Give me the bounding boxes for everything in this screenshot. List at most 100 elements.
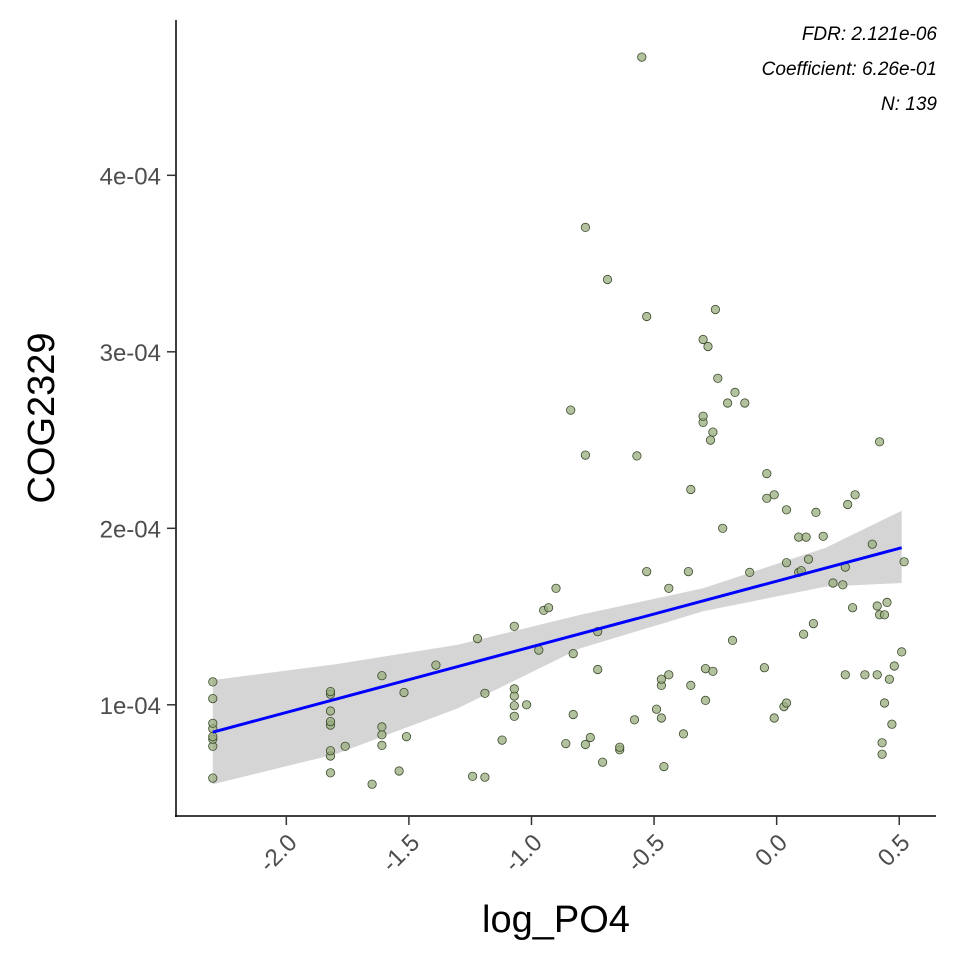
data-point xyxy=(708,666,718,676)
data-point xyxy=(798,629,809,639)
data-point xyxy=(377,730,387,740)
data-point xyxy=(867,539,877,549)
data-point xyxy=(811,507,821,518)
data-point xyxy=(698,334,708,345)
data-point xyxy=(730,387,740,397)
data-point xyxy=(897,647,907,657)
data-point xyxy=(838,580,848,590)
data-point xyxy=(208,677,218,687)
data-point xyxy=(847,603,858,613)
data-point xyxy=(874,437,885,447)
annotation-block: FDR: 2.121e-06 Coefficient: 6.26e-01 N: … xyxy=(762,24,938,115)
x-tick-label: -1.5 xyxy=(377,829,425,877)
data-point xyxy=(828,578,838,588)
points-layer xyxy=(208,52,909,789)
data-point xyxy=(762,493,772,503)
data-point xyxy=(561,738,571,749)
data-point xyxy=(467,771,478,781)
fdr-annotation: FDR: 2.121e-06 xyxy=(802,24,938,45)
data-point xyxy=(509,711,519,721)
data-point xyxy=(642,311,652,322)
data-point xyxy=(509,701,519,711)
data-point xyxy=(769,713,779,723)
confidence-band xyxy=(212,510,902,785)
data-point xyxy=(585,732,595,743)
data-point xyxy=(887,719,897,729)
data-point xyxy=(597,757,608,767)
data-point xyxy=(850,490,860,500)
data-point xyxy=(808,618,819,629)
data-point xyxy=(703,341,713,352)
data-point xyxy=(480,772,490,782)
data-point xyxy=(718,523,728,533)
data-point xyxy=(877,749,887,759)
x-tick-label: -0.5 xyxy=(622,829,670,877)
data-point xyxy=(325,706,336,716)
data-point xyxy=(602,274,613,285)
data-point xyxy=(678,729,689,739)
y-tick-label: 4e-04 xyxy=(100,163,161,190)
data-point xyxy=(632,451,642,461)
data-point xyxy=(683,566,694,577)
data-point xyxy=(698,411,708,421)
data-point xyxy=(722,398,733,408)
data-point xyxy=(659,761,669,772)
data-point xyxy=(664,583,674,593)
data-point xyxy=(580,450,591,460)
x-axis-title: log_PO4 xyxy=(482,899,630,941)
x-tick-label: 0.0 xyxy=(750,829,793,872)
data-point xyxy=(340,741,350,751)
data-point xyxy=(509,684,519,694)
data-point xyxy=(781,505,792,515)
data-point xyxy=(629,715,640,725)
data-point xyxy=(566,405,576,415)
x-tick-label: -2.0 xyxy=(254,829,302,877)
y-tick-label: 1e-04 xyxy=(100,693,161,720)
data-point xyxy=(656,674,667,684)
x-tick-label: -1.0 xyxy=(499,829,547,877)
data-point xyxy=(705,435,716,445)
data-point xyxy=(882,597,892,608)
data-point xyxy=(208,693,218,704)
data-point xyxy=(708,427,718,437)
data-point xyxy=(899,557,909,567)
regression-line xyxy=(212,546,903,734)
data-point xyxy=(497,735,507,745)
data-point xyxy=(818,531,828,541)
data-point xyxy=(367,779,377,789)
data-point xyxy=(877,738,887,748)
data-point xyxy=(686,680,696,691)
data-point xyxy=(740,398,750,408)
y-axis-title: COG2329 xyxy=(21,332,63,503)
data-point xyxy=(401,731,412,742)
data-point xyxy=(377,722,387,732)
data-point xyxy=(762,468,772,479)
data-point xyxy=(377,671,387,681)
data-point xyxy=(664,670,674,680)
data-point xyxy=(710,304,721,315)
x-tick-label: 0.5 xyxy=(873,829,916,872)
data-point xyxy=(872,601,882,611)
data-point xyxy=(651,704,662,714)
data-point xyxy=(480,688,490,698)
data-point xyxy=(840,670,850,680)
fit-line-layer xyxy=(212,546,903,734)
y-tick-label: 2e-04 xyxy=(100,516,161,543)
data-point xyxy=(759,663,770,673)
data-point xyxy=(521,700,532,710)
data-point xyxy=(568,648,578,659)
data-point xyxy=(889,661,899,671)
n-annotation: N: 139 xyxy=(881,94,937,115)
data-point xyxy=(637,52,647,62)
data-point xyxy=(568,709,578,720)
data-point xyxy=(656,713,667,723)
data-point xyxy=(879,610,890,620)
data-point xyxy=(593,664,603,675)
data-point xyxy=(713,373,723,383)
data-point xyxy=(727,635,738,646)
data-point xyxy=(208,718,218,728)
data-point xyxy=(615,742,625,752)
coefficient-annotation: Coefficient: 6.26e-01 xyxy=(762,59,937,80)
data-point xyxy=(801,532,811,542)
